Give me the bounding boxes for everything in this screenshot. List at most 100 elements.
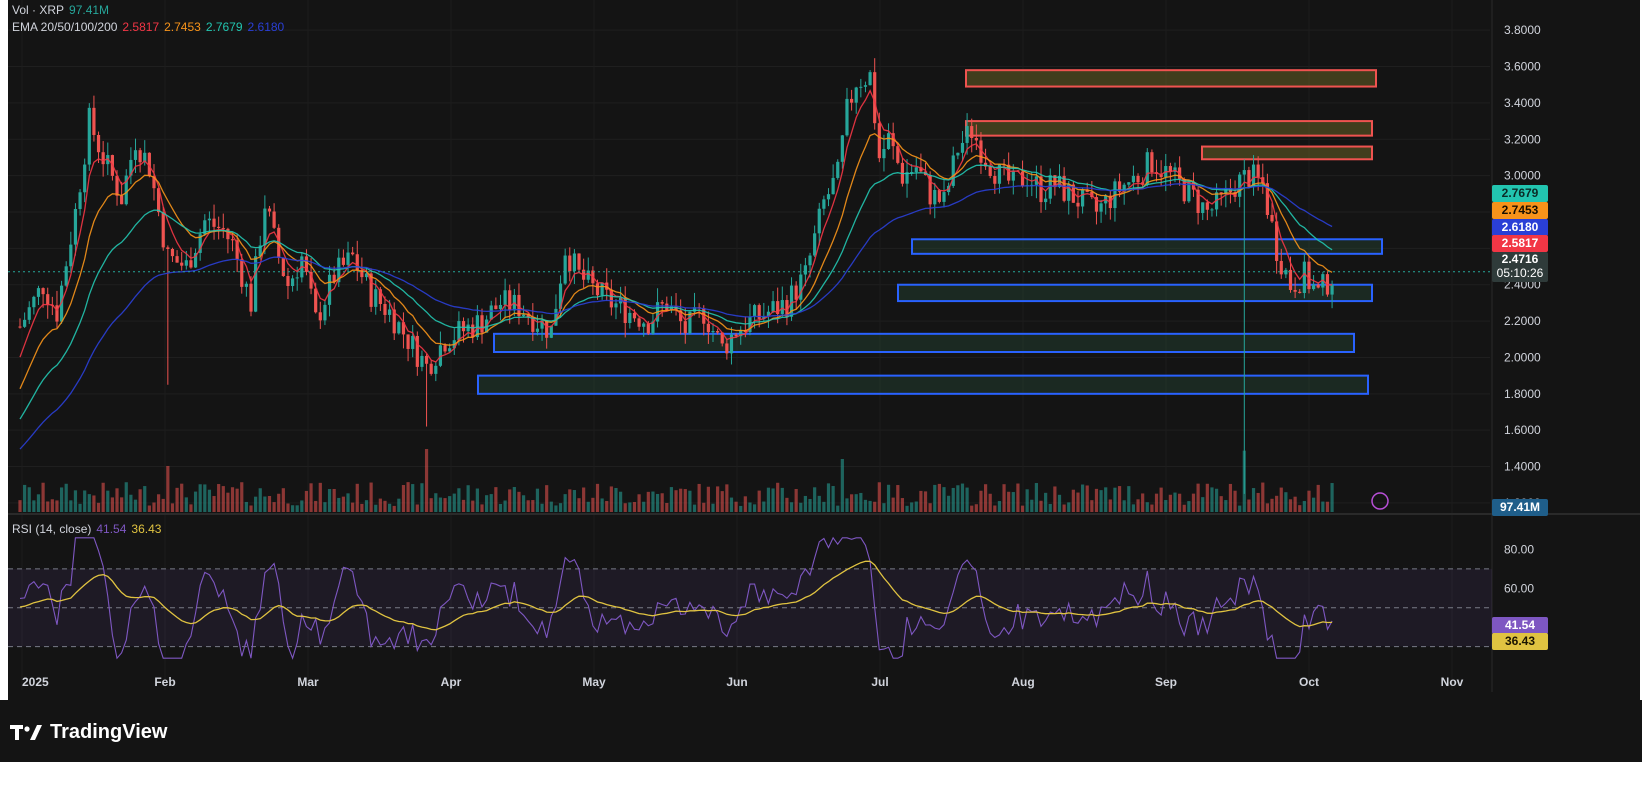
tradingview-watermark[interactable]: TradingView [10,712,167,752]
volume-bar [254,496,258,512]
volume-bar [1307,490,1311,512]
volume-bar [489,494,493,512]
ema200-price-tag: 2.6180 [1492,219,1548,236]
volume-bar [401,485,406,512]
chart-panel[interactable]: 1.20001.40001.60001.80002.00002.20002.40… [8,0,1640,700]
candle-body [286,276,290,287]
candle-body [586,270,590,280]
volume-bar [397,498,401,512]
price-chart[interactable]: 1.20001.40001.60001.80002.00002.20002.40… [8,0,1640,700]
candle-body [863,85,868,87]
candle-body [988,166,992,176]
volume-bar [558,503,563,512]
volume-bar [59,487,64,512]
volume-bar [822,501,826,512]
volume-bar [461,499,466,512]
volume-bar [886,484,891,512]
resistance-zone [965,69,1377,88]
rsi-ma-legend-value: 36.43 [131,522,162,536]
candle-body [531,317,535,332]
candle-body [535,328,540,332]
candle-body [96,134,101,153]
candle-body [595,283,600,296]
candle-body [244,283,248,287]
y-tick-label: 1.8000 [1504,387,1541,401]
volume-bar [1238,505,1242,512]
candle-body [429,363,433,374]
rsi-ma-line [19,560,1333,631]
volume-bar [577,498,581,512]
resistance-zone [965,120,1373,137]
volume-bar [905,505,909,512]
candle-body [651,321,655,334]
volume-bar [1020,505,1025,512]
volume-bar [69,500,73,512]
volume-bar [240,482,244,512]
volume-bar [448,496,452,512]
candle-body [161,212,165,248]
volume-bar [1196,483,1200,512]
volume-bar [494,487,498,512]
candle-body [1316,284,1320,288]
y-tick-label: 1.4000 [1504,460,1541,474]
y-tick-label: 1.6000 [1504,423,1541,437]
candle-body [1020,171,1025,187]
volume-bar [207,489,212,512]
volume-bar [1034,483,1038,512]
volume-bar [563,494,567,512]
candle-body [831,177,835,195]
volume-bar [1113,487,1117,512]
volume-bar [1099,490,1103,512]
volume-bar [212,496,216,512]
y-tick-label: 3.2000 [1504,132,1541,146]
candle-body [1071,184,1075,203]
x-tick-label: 2025 [22,675,49,689]
candle-body [1007,164,1011,181]
x-tick-label: May [582,675,606,689]
volume-bar [314,500,318,512]
volume-bar [32,500,36,512]
volume-bar [1261,482,1265,512]
volume-bar [438,497,443,512]
volume-bar [101,482,105,512]
volume-bar [863,499,868,512]
volume-bar [1131,504,1136,512]
volume-bar [304,490,309,512]
volume-bar [221,486,225,512]
candle-body [752,305,757,317]
chart-background [8,0,1640,700]
x-tick-label: Feb [154,675,175,689]
volume-bar [1275,495,1279,512]
volume-bar [110,497,114,512]
candle-body [1145,152,1149,185]
candle-body [494,305,498,310]
volume-bar [646,491,650,512]
support-zone [897,283,1373,303]
candle-body [886,133,891,150]
rsi-legend-value: 41.54 [96,522,127,536]
volume-bar [420,483,424,512]
volume-bar [1108,499,1112,512]
volume-bar [771,488,775,512]
volume-bar [235,488,239,512]
volume-bar [217,484,221,512]
candle-body [813,233,817,256]
candle-body [817,208,821,234]
candle-body [1076,202,1080,207]
candle-body [461,321,466,332]
volume-bar [1154,493,1159,512]
candle-body [193,252,198,268]
volume-bar [157,494,161,512]
ema50-line [19,132,1333,390]
candle-body [87,107,91,165]
candle-body [993,175,997,184]
candle-body [258,245,262,257]
candle-body [443,345,447,352]
volume-bar [762,501,766,512]
footer-bar [0,700,1642,762]
volume-bar [1044,492,1048,512]
rsi-ma-value-tag: 36.43 [1492,633,1548,650]
candle-body [808,255,812,266]
candle-body [351,252,355,255]
candle-body [498,304,503,310]
